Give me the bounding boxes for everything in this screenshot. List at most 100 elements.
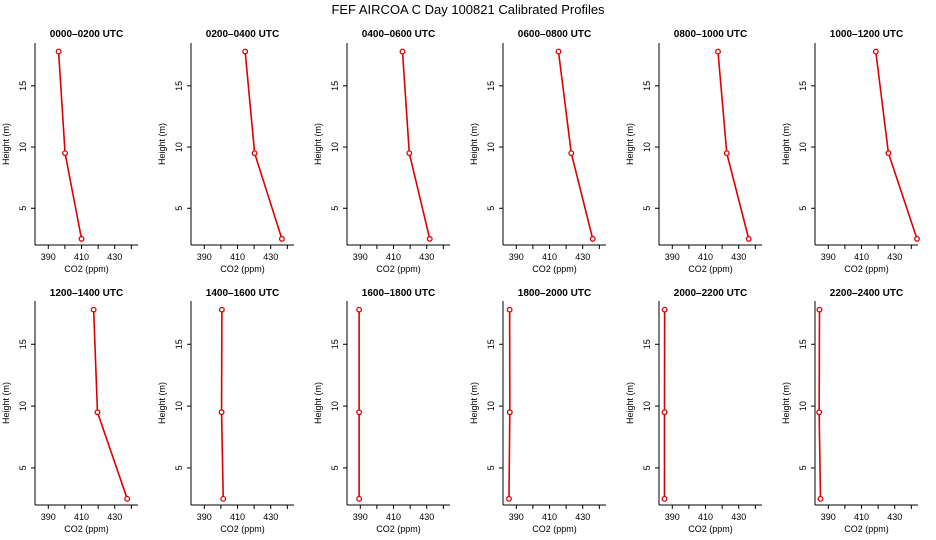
data-point	[426, 235, 433, 242]
data-point	[278, 235, 285, 242]
profile-segment	[57, 51, 66, 154]
x-tick-label: 410	[74, 512, 89, 522]
data-point	[715, 48, 721, 55]
data-point	[356, 409, 363, 416]
panel: 2200–2400 UTC 390 410 430 5 10 15 CO2 (ppm) Heig…	[781, 288, 918, 534]
x-tick-label: 410	[230, 512, 245, 522]
x-tick-label: 430	[887, 512, 902, 522]
x-tick-label: 410	[698, 252, 713, 262]
panel: 0200–0400 UTC 390 410 430 5 10 15 CO2 (ppm) Heig…	[157, 29, 294, 274]
data-point	[94, 409, 101, 416]
y-tick-label: 5	[642, 465, 652, 470]
panel: 0800–1000 UTC 390 410 430 5 10 15 CO2 (ppm) Heig…	[625, 29, 762, 274]
data-point	[55, 48, 62, 55]
data-point	[872, 48, 879, 55]
x-axis-label: CO2 (ppm)	[688, 524, 733, 534]
profile-segment	[64, 153, 83, 240]
y-tick-label: 15	[798, 81, 808, 91]
data-point	[218, 409, 225, 416]
x-tick-label: 430	[107, 252, 122, 262]
y-tick-label: 15	[174, 339, 184, 349]
x-axis-label: CO2 (ppm)	[688, 264, 733, 274]
y-tick-label: 15	[486, 339, 496, 349]
y-tick-label: 5	[486, 465, 496, 470]
x-tick-label: 390	[821, 512, 836, 522]
y-tick-label: 15	[174, 81, 184, 91]
x-tick-label: 410	[698, 512, 713, 522]
panel-title: 1200–1400 UTC	[50, 288, 123, 299]
y-tick-label: 5	[798, 465, 808, 470]
y-tick-label: 5	[18, 465, 28, 470]
y-tick-label: 10	[174, 401, 184, 411]
y-axis-label: Height (m)	[157, 382, 167, 424]
y-tick-label: 15	[486, 81, 496, 91]
data-point	[78, 235, 85, 242]
x-tick-label: 390	[665, 252, 680, 262]
panel-title: 1800–2000 UTC	[518, 288, 591, 299]
data-point	[661, 306, 668, 313]
data-point	[90, 306, 97, 313]
x-tick-label: 390	[41, 252, 56, 262]
data-point	[885, 150, 892, 157]
y-axis-label: Height (m)	[1, 123, 11, 165]
data-point	[555, 48, 562, 55]
y-tick-label: 10	[330, 401, 340, 411]
panel: 1400–1600 UTC 390 410 430 5 10 15 CO2 (ppm) Heig…	[157, 288, 294, 534]
panel: 1200–1400 UTC 390 410 430 5 10 15 CO2 (ppm) Heig…	[1, 288, 138, 534]
data-point	[817, 495, 824, 502]
panel: 1600–1800 UTC 390 410 430 5 10 15 CO2 (ppm) Heig…	[313, 288, 450, 534]
y-tick-label: 15	[798, 339, 808, 349]
panel: 0600–0800 UTC 390 410 430 5 10 15 CO2 (ppm) Heig…	[469, 29, 606, 274]
profile-segment	[253, 152, 283, 240]
profile-segment	[818, 412, 822, 499]
profile-segment	[557, 51, 573, 154]
x-axis-label: CO2 (ppm)	[532, 264, 577, 274]
data-point	[816, 409, 823, 416]
x-tick-label: 390	[41, 512, 56, 522]
profile-segment	[508, 412, 511, 499]
y-tick-label: 5	[18, 206, 28, 211]
x-tick-label: 390	[665, 512, 680, 522]
x-axis-label: CO2 (ppm)	[844, 524, 889, 534]
y-tick-label: 5	[330, 206, 340, 211]
y-tick-label: 15	[330, 81, 340, 91]
panel: 0000–0200 UTC 390 410 430 5 10 15 CO2 (ppm) Heig…	[1, 29, 138, 274]
profile-segment	[726, 152, 750, 240]
data-point	[406, 150, 413, 157]
x-axis-label: CO2 (ppm)	[376, 264, 421, 274]
y-tick-label: 10	[486, 401, 496, 411]
x-tick-label: 390	[509, 252, 524, 262]
data-point	[661, 495, 668, 502]
x-axis-label: CO2 (ppm)	[376, 524, 421, 534]
profile-segment	[887, 152, 918, 240]
data-point	[506, 306, 513, 313]
panel-title: 0600–0800 UTC	[518, 29, 591, 40]
y-axis-label: Height (m)	[313, 382, 323, 424]
data-point	[723, 150, 730, 157]
y-axis-label: Height (m)	[781, 123, 791, 165]
figure-title: FEF AIRCOA C Day 100821 Calibrated Profi…	[331, 2, 605, 17]
y-tick-label: 10	[330, 142, 340, 152]
y-tick-label: 10	[486, 142, 496, 152]
y-tick-label: 5	[798, 206, 808, 211]
y-tick-label: 5	[330, 465, 340, 470]
profile-segment	[96, 412, 128, 500]
x-axis-label: CO2 (ppm)	[532, 524, 577, 534]
panel-grid: 0000–0200 UTC 390 410 430 5 10 15 CO2 (ppm) Heig…	[1, 29, 920, 534]
x-tick-label: 410	[386, 252, 401, 262]
x-tick-label: 410	[542, 252, 557, 262]
x-tick-label: 430	[731, 512, 746, 522]
panel-title: 1000–1200 UTC	[830, 29, 903, 40]
profile-segment	[401, 51, 411, 154]
data-point	[356, 306, 363, 313]
data-point	[506, 409, 513, 416]
y-axis-label: Height (m)	[625, 123, 635, 165]
data-point	[124, 495, 131, 502]
y-axis-label: Height (m)	[313, 123, 323, 165]
data-point	[816, 306, 823, 313]
panel-title: 2200–2400 UTC	[830, 288, 903, 299]
y-tick-label: 15	[642, 81, 652, 91]
panel-title: 0000–0200 UTC	[50, 29, 123, 40]
x-tick-label: 390	[509, 512, 524, 522]
profile-segment	[92, 309, 99, 413]
